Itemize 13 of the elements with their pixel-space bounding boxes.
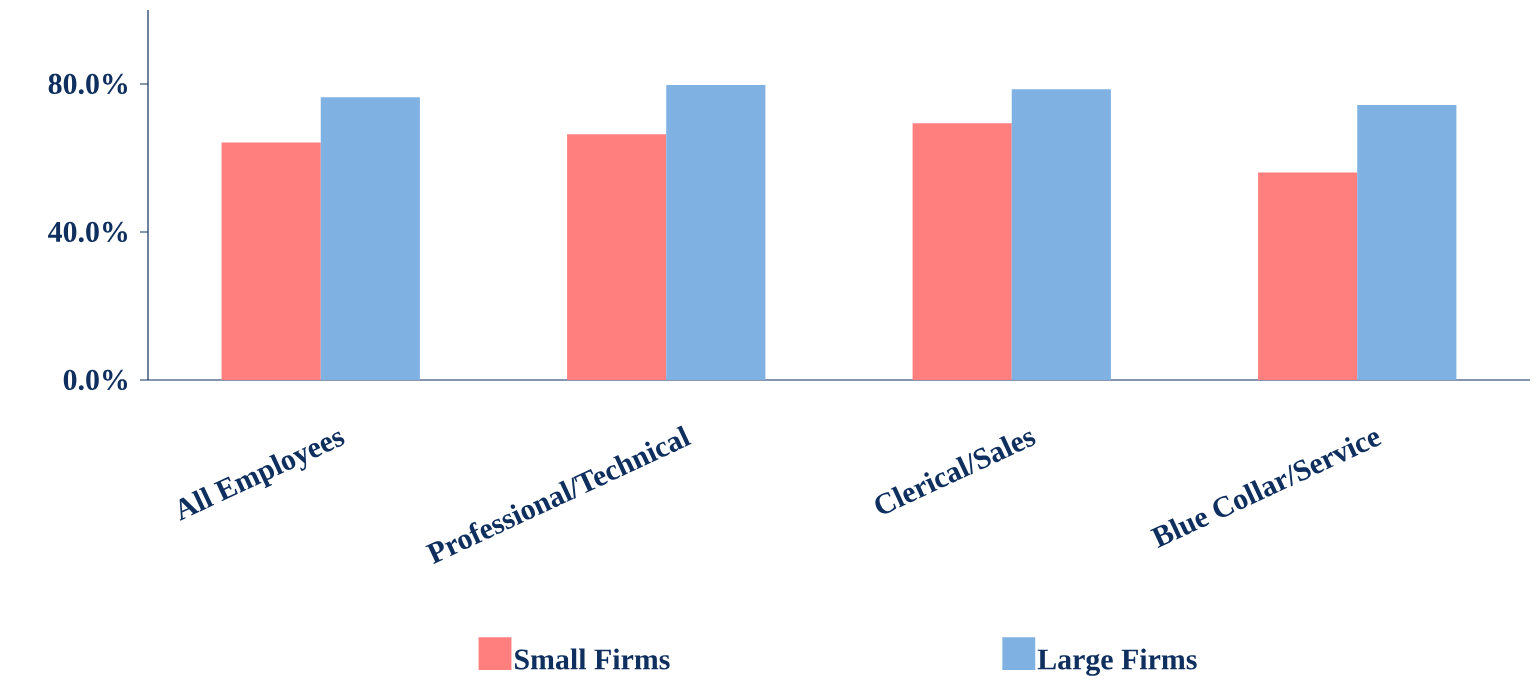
- bar: [1011, 89, 1111, 380]
- y-tick-label: 40.0%: [48, 221, 128, 243]
- bar: [567, 134, 667, 380]
- bar: [1357, 105, 1457, 380]
- bar: [320, 97, 420, 380]
- y-tick-label: 80.0%: [48, 73, 128, 95]
- bar: [221, 142, 321, 380]
- y-tick-label: 0.0%: [63, 369, 128, 391]
- bar: [666, 85, 766, 380]
- bar: [912, 123, 1012, 380]
- legend-label: Large Firms: [1037, 648, 1197, 676]
- legend-label: Small Firms: [515, 648, 670, 670]
- bar: [1258, 172, 1358, 380]
